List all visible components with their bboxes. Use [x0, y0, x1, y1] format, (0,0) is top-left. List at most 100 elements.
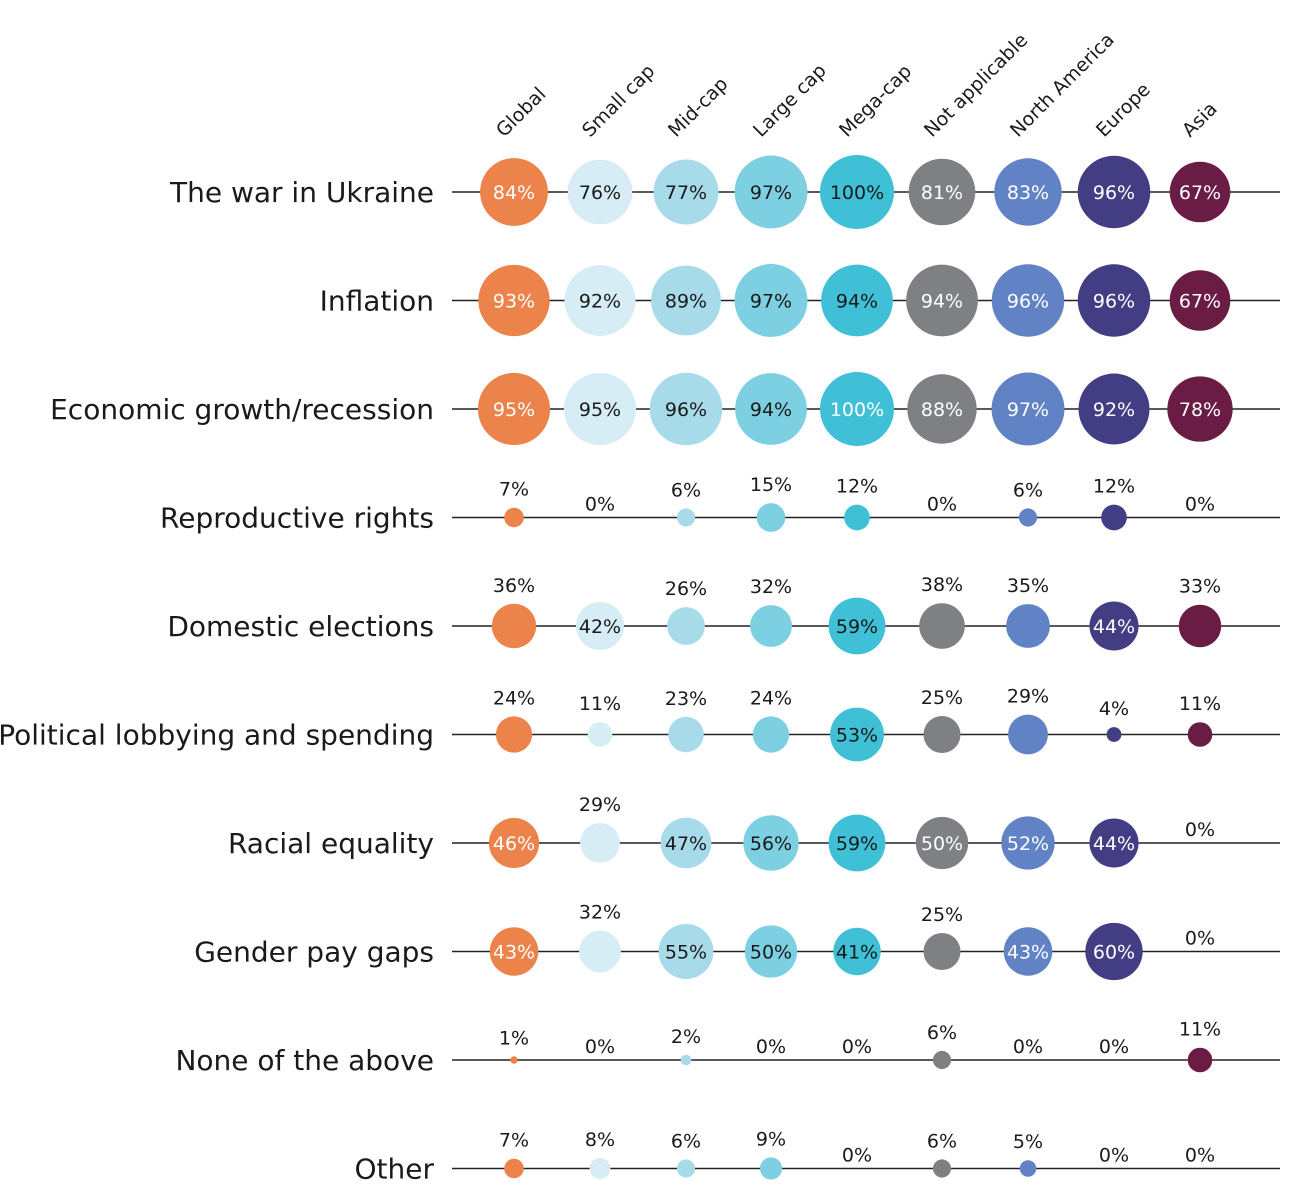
- bubble-asia: [1169, 161, 1231, 223]
- bubble-mid-cap: [651, 265, 721, 336]
- column-header-mid-cap: Mid-cap: [664, 73, 732, 141]
- bubble-mid-cap: [649, 372, 723, 446]
- value-label-large-cap: 9%: [756, 1128, 786, 1150]
- bubble-north-america: [1018, 508, 1038, 527]
- value-label-not-applicable: 6%: [927, 1130, 957, 1152]
- bubble-large-cap: [734, 264, 808, 337]
- value-label-north-america: 29%: [1007, 686, 1049, 708]
- bubble-asia: [1167, 376, 1233, 442]
- row-racial-equality: Racial equality 46% 29% 47% 56% 59% 50% 52% 44% 0…: [228, 794, 1280, 872]
- bubble-large-cap: [752, 716, 790, 753]
- value-label-global: 1%: [499, 1027, 529, 1049]
- bubble-global: [510, 1056, 518, 1064]
- bubble-europe: [1078, 373, 1150, 445]
- value-label-mega-cap: 12%: [836, 476, 878, 498]
- value-label-north-america: 96%: [1007, 291, 1049, 313]
- value-label-mega-cap: 94%: [836, 291, 878, 313]
- bubble-mid-cap: [676, 1159, 696, 1178]
- value-label-small-cap: 32%: [579, 902, 621, 924]
- value-label-mega-cap: 0%: [842, 1036, 872, 1058]
- value-label-north-america: 43%: [1007, 942, 1049, 964]
- value-label-mid-cap: 77%: [665, 182, 707, 204]
- bubble-north-america: [1019, 1160, 1037, 1177]
- value-label-not-applicable: 25%: [921, 687, 963, 709]
- value-label-mega-cap: 100%: [830, 182, 884, 204]
- bubble-global: [488, 817, 540, 869]
- value-label-mid-cap: 23%: [665, 688, 707, 710]
- bubble-large-cap: [734, 155, 808, 229]
- value-label-europe: 44%: [1093, 833, 1135, 855]
- bubble-global: [495, 716, 533, 753]
- bubble-large-cap: [756, 503, 786, 532]
- column-header-global: Global: [492, 83, 550, 141]
- value-label-global: 24%: [493, 687, 535, 709]
- bubble-europe: [1077, 155, 1151, 229]
- value-label-not-applicable: 88%: [921, 399, 963, 421]
- bubble-not-applicable: [908, 158, 976, 226]
- row-political-lobbying-and-spending: Political lobbying and spending 24% 11% 23%…: [0, 686, 1280, 762]
- value-label-not-applicable: 94%: [921, 291, 963, 313]
- value-label-global: 95%: [493, 399, 535, 421]
- bubble-europe: [1106, 727, 1122, 742]
- bubble-mega-cap: [844, 504, 870, 531]
- bubble-not-applicable: [923, 933, 961, 970]
- value-label-mega-cap: 100%: [830, 399, 884, 421]
- bubble-mega-cap: [821, 264, 893, 337]
- value-label-europe: 0%: [1099, 1145, 1129, 1167]
- value-label-mega-cap: 0%: [842, 1145, 872, 1167]
- value-label-not-applicable: 38%: [921, 574, 963, 596]
- value-label-asia: 67%: [1179, 291, 1221, 313]
- value-label-large-cap: 32%: [750, 576, 792, 598]
- bubble-small-cap: [579, 930, 621, 973]
- value-label-global: 7%: [499, 1130, 529, 1152]
- bubble-small-cap: [563, 372, 637, 446]
- bubble-north-america: [994, 158, 1062, 226]
- value-label-small-cap: 42%: [579, 616, 621, 638]
- value-label-not-applicable: 50%: [921, 833, 963, 855]
- bubble-not-applicable: [923, 716, 961, 753]
- bubble-global: [504, 507, 524, 528]
- bubble-large-cap: [735, 373, 807, 445]
- value-label-europe: 4%: [1099, 698, 1129, 720]
- row-label: Domestic elections: [167, 610, 434, 643]
- bubble-not-applicable: [919, 603, 965, 649]
- value-label-europe: 44%: [1093, 616, 1135, 638]
- bubble-global: [491, 603, 537, 649]
- column-header-asia: Asia: [1178, 98, 1222, 142]
- bubble-asia: [1187, 722, 1213, 747]
- bubble-mega-cap: [833, 927, 881, 976]
- bubble-north-america: [1003, 927, 1053, 976]
- value-label-north-america: 0%: [1013, 1036, 1043, 1058]
- bubble-mega-cap: [820, 372, 894, 446]
- value-label-large-cap: 24%: [750, 687, 792, 709]
- value-label-large-cap: 0%: [756, 1036, 786, 1058]
- value-label-global: 93%: [493, 291, 535, 313]
- value-label-mid-cap: 6%: [671, 479, 701, 501]
- bubble-small-cap: [567, 159, 633, 225]
- bubble-mid-cap: [676, 508, 696, 527]
- value-label-north-america: 83%: [1007, 182, 1049, 204]
- value-label-large-cap: 56%: [750, 833, 792, 855]
- row-gender-pay-gaps: Gender pay gaps 43% 32% 55% 50% 41% 25% 43% 60% 0…: [194, 902, 1280, 981]
- bubble-north-america: [1001, 816, 1055, 870]
- value-label-europe: 0%: [1099, 1036, 1129, 1058]
- value-label-europe: 92%: [1093, 399, 1135, 421]
- value-label-not-applicable: 6%: [927, 1022, 957, 1044]
- bubble-asia: [1178, 604, 1222, 648]
- value-label-asia: 78%: [1179, 399, 1221, 421]
- bubble-asia: [1187, 1047, 1213, 1073]
- value-label-north-america: 6%: [1013, 479, 1043, 501]
- bubble-mid-cap: [653, 159, 719, 225]
- bubble-mega-cap: [828, 814, 886, 872]
- value-label-europe: 60%: [1093, 942, 1135, 964]
- bubble-large-cap: [759, 1157, 783, 1180]
- bubble-small-cap: [576, 602, 624, 650]
- bubble-global: [480, 158, 548, 226]
- value-label-north-america: 52%: [1007, 833, 1049, 855]
- value-label-mid-cap: 55%: [665, 942, 707, 964]
- value-label-global: 36%: [493, 575, 535, 597]
- bubble-global: [478, 264, 550, 337]
- value-label-asia: 11%: [1179, 1019, 1221, 1041]
- bubble-not-applicable: [932, 1159, 952, 1178]
- bubble-small-cap: [589, 1158, 611, 1179]
